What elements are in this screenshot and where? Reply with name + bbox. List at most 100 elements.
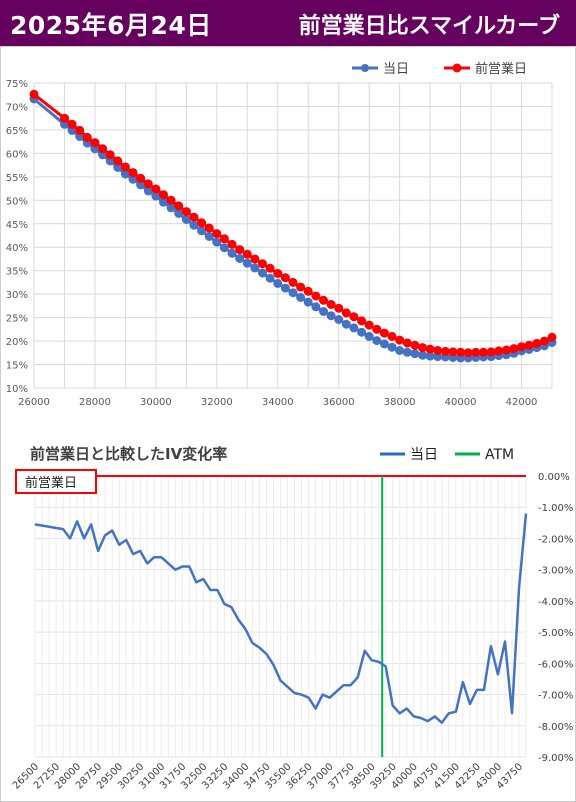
c2-title: 前営業日と比較したIV変化率 [30,445,227,463]
c1-y-tick-label: 20% [6,337,28,348]
c1-point-prev [433,346,443,355]
c1-point-today [296,292,306,302]
c2-y-tick-label: -8.00% [538,722,573,733]
c1-x-tick-label: 40000 [445,397,477,408]
c1-point-prev [547,332,557,342]
c1-point-today [334,315,344,324]
c1-point-prev [334,303,344,313]
c1-point-today [379,339,389,349]
c1-y-tick-label: 35% [6,267,28,278]
c1-point-prev [181,207,191,217]
c1-point-prev [402,338,412,348]
c1-point-today [341,319,351,329]
c1-x-tick-label: 34000 [262,397,294,408]
c1-point-today [372,336,382,346]
c1-point-prev [311,291,321,301]
c1-point-today [250,263,260,273]
c1-point-prev [280,273,290,283]
c1-point-today [197,226,207,236]
c1-point-today [258,268,267,278]
c1-point-prev [395,335,405,345]
c1-point-today [387,342,397,352]
c2-reference-label-box [15,469,97,494]
c1-x-tick-label: 26000 [18,397,50,408]
c2-series-group [34,513,528,724]
c1-point-prev [67,119,77,129]
c1-point-today [219,243,229,253]
c1-point-today [159,197,168,207]
c1-y-tick-label: 70% [6,102,28,113]
c1-y-tick-label: 60% [6,149,28,160]
c1-point-prev [219,234,229,244]
c1-point-prev [532,338,542,348]
report-title: 前営業日比スマイルカーブ [298,14,560,39]
c1-point-prev [349,312,359,322]
c1-point-prev [471,347,481,357]
c1-point-prev [517,342,526,352]
c1-legend-dot-prev [452,63,462,73]
c1-point-prev [204,223,214,233]
c1-point-today [174,208,184,218]
c1-x-tick-label: 32000 [201,397,233,408]
c1-point-prev [288,277,298,287]
c1-y-tick-label: 40% [6,243,28,254]
c1-point-today [311,302,321,312]
c1-point-prev [379,328,389,338]
c1-point-today [227,248,237,258]
c1-point-prev [364,320,374,330]
c1-point-today [364,331,374,341]
c1-point-today [303,297,313,307]
c1-point-prev [357,316,367,326]
c1-point-prev [326,300,336,309]
c1-point-today [288,288,298,298]
c2-y-tick-label: -1.00% [538,503,573,514]
c1-y-tick-label: 10% [6,384,28,395]
c2-reference-label: 前営業日 [25,475,77,491]
c2-y-tick-label: -6.00% [538,659,573,670]
c1-point-prev [189,212,199,222]
c1-point-today [204,231,214,241]
c1-point-today [410,349,420,359]
c1-series-group [29,89,557,363]
c1-point-prev [425,344,435,354]
c1-point-today [349,323,359,333]
title-bar: 2025年6月24日 前営業日比スマイルカーブ [0,0,576,46]
c1-series-line-today [33,97,553,360]
c1-point-today [242,258,252,268]
c1-x-axis: 26000 28000 30000 32000 34000 36000 38000 40000… [18,397,537,408]
c1-point-prev [212,229,222,239]
c1-point-prev [387,331,397,341]
c1-point-prev [242,249,252,259]
c1-point-prev [319,295,328,305]
c1-legend-dot-today [361,64,369,72]
c1-point-prev [136,173,146,183]
c1-y-tick-label: 15% [6,361,28,372]
c1-point-today [395,346,405,355]
c1-point-prev [463,348,473,358]
c1-point-today [166,203,176,213]
c2-series-line-today [34,513,528,724]
c1-point-prev [227,239,237,249]
c2-y-tick-label: -5.00% [538,628,573,639]
c1-point-prev [120,162,130,172]
c1-legend-label-today: 当日 [383,62,409,77]
c1-point-prev [197,218,207,228]
c1-point-prev [143,179,153,189]
c1-point-prev [105,150,115,160]
c1-point-today [357,327,367,337]
c1-point-today [326,311,336,321]
c1-point-prev [372,324,382,334]
c1-gridlines [33,82,553,389]
c1-x-tick-label: 38000 [384,397,416,408]
c1-y-axis: 10% 15% 20% 25% 30% 35% 40% 45% 50% 55% 60% 65% 70% 7… [6,79,28,395]
c1-y-tick-label: 65% [6,126,28,137]
c1-point-prev [448,347,458,357]
c1-point-prev [273,269,283,278]
c1-point-prev [456,347,466,357]
c1-point-prev [524,340,534,350]
c1-point-prev [113,156,123,166]
c1-point-prev [478,347,488,357]
c1-x-tick-label: 30000 [140,397,172,408]
c1-point-today [402,347,412,357]
c1-point-prev [303,286,313,296]
